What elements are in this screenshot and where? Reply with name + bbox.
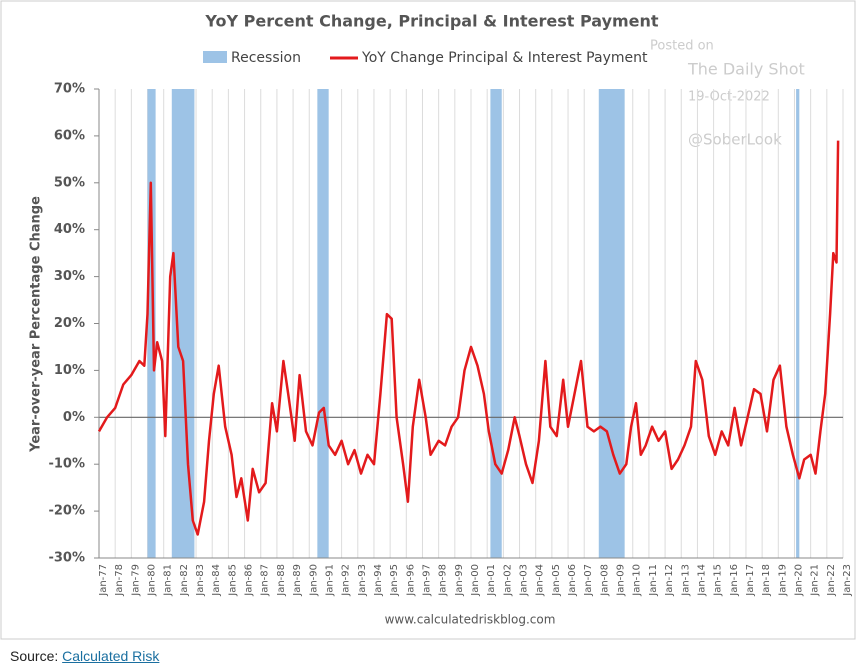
- x-tick-label: Jan-12: [664, 564, 675, 597]
- y-tick-label: -30%: [48, 551, 85, 566]
- data-line: [97, 140, 840, 536]
- x-tick-label: Jan-01: [486, 564, 497, 597]
- x-tick-label: Jan-83: [195, 564, 206, 597]
- x-tick-label: Jan-15: [713, 564, 724, 597]
- y-tick-label: 40%: [54, 222, 85, 237]
- x-tick-label: Jan-10: [632, 564, 643, 597]
- chart: YoY Percent Change, Principal & Interest…: [0, 0, 856, 640]
- x-tick-label: Jan-81: [163, 564, 174, 597]
- legend-label: YoY Change Principal & Interest Payment: [361, 50, 648, 66]
- x-tick-label: Jan-04: [535, 564, 546, 597]
- x-tick-label: Jan-96: [405, 564, 416, 597]
- legend-label: Recession: [231, 50, 301, 66]
- x-tick-label: Jan-93: [357, 564, 368, 597]
- x-tick-label: Jan-77: [98, 564, 109, 597]
- x-tick-label: Jan-85: [227, 564, 238, 597]
- x-tick-label: Jan-17: [745, 564, 756, 597]
- source-link[interactable]: Calculated Risk: [62, 648, 160, 664]
- x-tick-label: Jan-95: [389, 564, 400, 597]
- x-tick-label: Jan-88: [276, 564, 287, 597]
- recession-band: [171, 89, 195, 558]
- recession-band: [598, 89, 625, 558]
- recession-band: [317, 89, 329, 558]
- x-tick-label: Jan-00: [470, 564, 481, 597]
- x-tick-label: Jan-14: [696, 564, 707, 597]
- x-tick-label: Jan-16: [729, 564, 740, 597]
- x-tick-label: Jan-94: [373, 564, 384, 597]
- caption: Source: Calculated Risk: [10, 648, 159, 664]
- y-tick-label: 10%: [54, 363, 85, 378]
- x-tick-label: Jan-97: [421, 564, 432, 597]
- x-tick-label: Jan-09: [616, 564, 627, 597]
- recession-band: [147, 89, 156, 558]
- x-tick-label: Jan-89: [292, 564, 303, 597]
- y-tick-label: 20%: [54, 316, 85, 331]
- caption-prefix: Source:: [10, 648, 59, 664]
- y-tick-label: 30%: [54, 269, 85, 284]
- y-tick-label: 70%: [54, 82, 85, 97]
- y-tick-label: -10%: [48, 457, 85, 472]
- x-tick-label: Jan-11: [648, 564, 659, 597]
- x-tick-label: Jan-13: [680, 564, 691, 597]
- x-tick-label: Jan-79: [130, 564, 141, 597]
- x-tick-label: Jan-05: [551, 564, 562, 597]
- x-tick-label: Jan-19: [777, 564, 788, 597]
- x-tick-label: Jan-92: [341, 564, 352, 597]
- x-tick-label: Jan-18: [761, 564, 772, 597]
- y-axis-label: Year-over-year Percentage Change: [29, 196, 44, 453]
- x-tick-label: Jan-80: [147, 564, 158, 597]
- legend-swatch: [203, 51, 227, 63]
- recession-band: [796, 89, 800, 558]
- x-tick-label: Jan-78: [114, 564, 125, 597]
- x-tick-label: Jan-99: [454, 564, 465, 597]
- x-tick-label: Jan-98: [438, 564, 449, 597]
- x-tick-label: Jan-86: [244, 564, 255, 597]
- chart-frame: [0, 0, 856, 640]
- x-tick-label: Jan-02: [502, 564, 513, 597]
- x-tick-label: Jan-23: [842, 564, 853, 597]
- x-tick-label: Jan-06: [567, 564, 578, 597]
- watermark: Posted on: [650, 39, 714, 54]
- x-tick-label: Jan-08: [599, 564, 610, 597]
- x-tick-label: Jan-22: [826, 564, 837, 597]
- y-tick-label: 60%: [54, 128, 85, 143]
- chart-title: YoY Percent Change, Principal & Interest…: [204, 12, 659, 31]
- x-tick-label: Jan-03: [519, 564, 530, 597]
- source-url: www.calculatedriskblog.com: [385, 613, 556, 627]
- recession-band: [490, 89, 502, 558]
- watermark: 19-Oct-2022: [688, 90, 770, 105]
- y-tick-label: -20%: [48, 504, 85, 519]
- watermark: @SoberLook: [688, 131, 782, 149]
- x-tick-label: Jan-87: [260, 564, 271, 597]
- x-tick-label: Jan-90: [308, 564, 319, 597]
- x-tick-label: Jan-21: [810, 564, 821, 597]
- x-tick-label: Jan-07: [583, 564, 594, 597]
- y-tick-label: 0%: [63, 410, 85, 425]
- x-tick-label: Jan-20: [793, 564, 804, 597]
- x-tick-label: Jan-84: [211, 564, 222, 597]
- x-tick-label: Jan-91: [324, 564, 335, 597]
- watermark: The Daily Shot: [687, 60, 805, 79]
- x-tick-label: Jan-82: [179, 564, 190, 597]
- y-tick-label: 50%: [54, 175, 85, 190]
